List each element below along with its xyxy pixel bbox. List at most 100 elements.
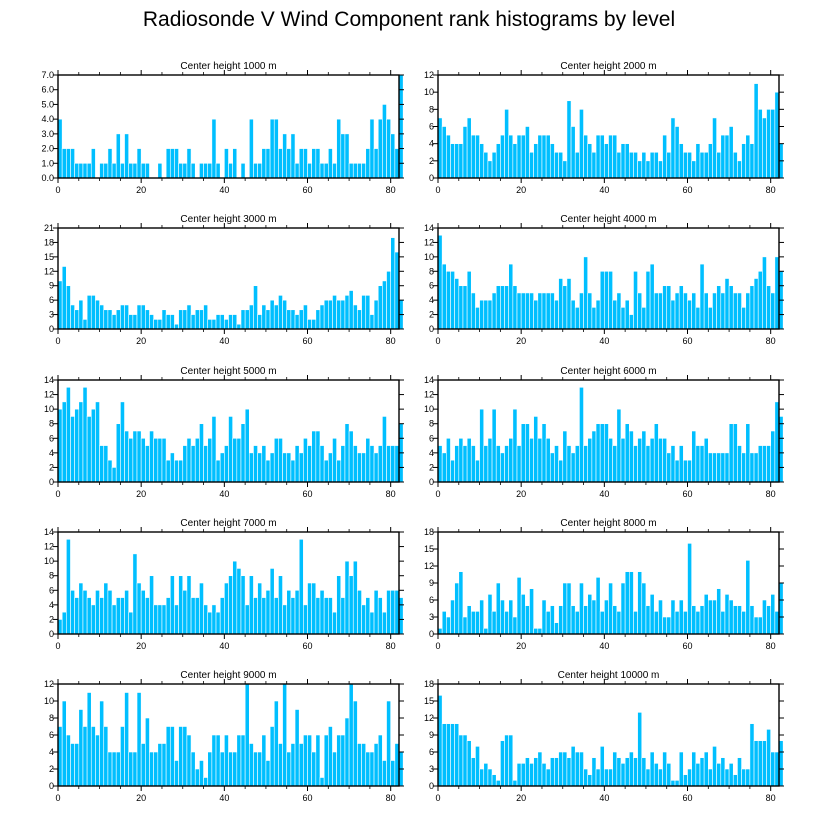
- histogram-bar: [516, 134, 522, 179]
- x-tick-label: 60: [303, 185, 313, 195]
- histogram-bar: [186, 437, 192, 483]
- histogram-bar: [303, 734, 308, 787]
- histogram-bar: [441, 126, 447, 179]
- histogram-bar: [766, 605, 771, 635]
- histogram-bar: [323, 162, 329, 179]
- histogram-bar: [724, 134, 730, 179]
- histogram-bar: [132, 430, 138, 483]
- histogram-bar: [549, 143, 555, 179]
- y-tick-label: 10: [424, 87, 434, 97]
- histogram-bar: [178, 726, 184, 787]
- histogram-bar: [587, 143, 593, 179]
- histogram-bar: [608, 270, 613, 330]
- histogram-bar: [475, 746, 480, 787]
- histogram-bar: [111, 467, 117, 483]
- y-tick-label: 15: [424, 544, 434, 554]
- histogram-bar: [574, 751, 580, 787]
- histogram-bar: [273, 437, 279, 483]
- histogram-bar: [604, 599, 609, 635]
- histogram-bar: [61, 148, 67, 179]
- histogram-bar: [182, 589, 188, 635]
- histogram-bar: [737, 445, 742, 483]
- histogram-bar: [604, 270, 609, 330]
- histogram-bar: [458, 571, 464, 635]
- y-tick-label: 15: [44, 252, 54, 262]
- histogram-bar: [90, 295, 96, 330]
- histogram-bar: [361, 295, 367, 330]
- y-tick-label: 0: [49, 477, 54, 487]
- histogram-bar: [136, 148, 142, 179]
- histogram-bar: [599, 611, 605, 635]
- histogram-bar: [182, 726, 188, 787]
- x-tick-label: 20: [516, 336, 526, 346]
- y-tick-label: 9: [49, 281, 54, 291]
- histogram-bar: [674, 611, 680, 635]
- histogram-bar: [190, 597, 196, 635]
- histogram-bar: [770, 292, 776, 330]
- histogram-bar: [724, 452, 730, 483]
- y-tick-label: 21: [44, 223, 54, 233]
- histogram-bar: [683, 292, 688, 330]
- histogram-bar: [604, 768, 609, 787]
- histogram-bar: [566, 445, 572, 483]
- x-tick-label: 0: [55, 793, 60, 803]
- y-tick-label: 10: [44, 556, 54, 566]
- histogram-bar: [616, 151, 622, 179]
- histogram-bar: [107, 309, 113, 330]
- histogram-panel: Center height 9000 m 0 20 40 60 80 0 2 4 6 8 10 12: [44, 670, 404, 803]
- histogram-bar: [649, 151, 655, 179]
- histogram-bar: [348, 290, 354, 330]
- y-tick-label: 14: [424, 375, 434, 385]
- histogram-bar: [604, 143, 609, 179]
- histogram-bar: [248, 575, 254, 635]
- histogram-bar: [128, 611, 134, 635]
- histogram-bar: [495, 285, 501, 330]
- histogram-bar: [670, 445, 676, 483]
- histogram-bar: [328, 597, 333, 635]
- histogram-bar: [174, 459, 179, 483]
- histogram-bar: [703, 594, 709, 635]
- histogram-bar: [365, 295, 371, 330]
- y-tick-label: 2.0: [41, 144, 54, 154]
- histogram-bar: [653, 763, 659, 787]
- x-tick-label: 20: [516, 641, 526, 651]
- y-tick-label: 12: [44, 266, 54, 276]
- histogram-bar: [90, 148, 96, 179]
- histogram-bar: [282, 683, 288, 787]
- histogram-bar: [491, 611, 497, 635]
- histogram-bar: [446, 134, 451, 179]
- histogram-bar: [373, 148, 379, 179]
- histogram-bar: [199, 423, 204, 483]
- histogram-bar: [61, 401, 67, 483]
- histogram-bar: [124, 304, 129, 330]
- x-tick-label: 80: [386, 336, 396, 346]
- histogram-bar: [157, 437, 163, 483]
- y-tick-label: 2: [429, 310, 434, 320]
- histogram-bar: [558, 278, 564, 330]
- histogram-bar: [645, 768, 651, 787]
- y-tick-label: 4: [429, 295, 434, 305]
- histogram-bar: [441, 452, 447, 483]
- histogram-bar: [616, 757, 622, 787]
- histogram-bar: [658, 599, 663, 635]
- histogram-bar: [591, 757, 597, 787]
- histogram-bar: [219, 314, 225, 330]
- histogram-bar: [674, 292, 680, 330]
- histogram-bar: [165, 314, 171, 330]
- x-tick-label: 80: [766, 793, 776, 803]
- histogram-bar: [466, 740, 472, 787]
- histogram-bar: [340, 734, 346, 787]
- histogram-bar: [278, 295, 283, 330]
- histogram-bar: [145, 162, 150, 179]
- histogram-bar: [140, 589, 146, 635]
- histogram-bar: [599, 746, 605, 787]
- histogram-bar: [386, 445, 391, 483]
- y-tick-label: 12: [44, 679, 54, 689]
- histogram-bar: [219, 452, 225, 483]
- histogram-bar: [516, 292, 522, 330]
- histogram-bar: [377, 445, 383, 483]
- histogram-bar: [153, 604, 159, 635]
- histogram-bar: [666, 452, 672, 483]
- histogram-bar: [741, 611, 747, 635]
- histogram-bar: [115, 133, 121, 179]
